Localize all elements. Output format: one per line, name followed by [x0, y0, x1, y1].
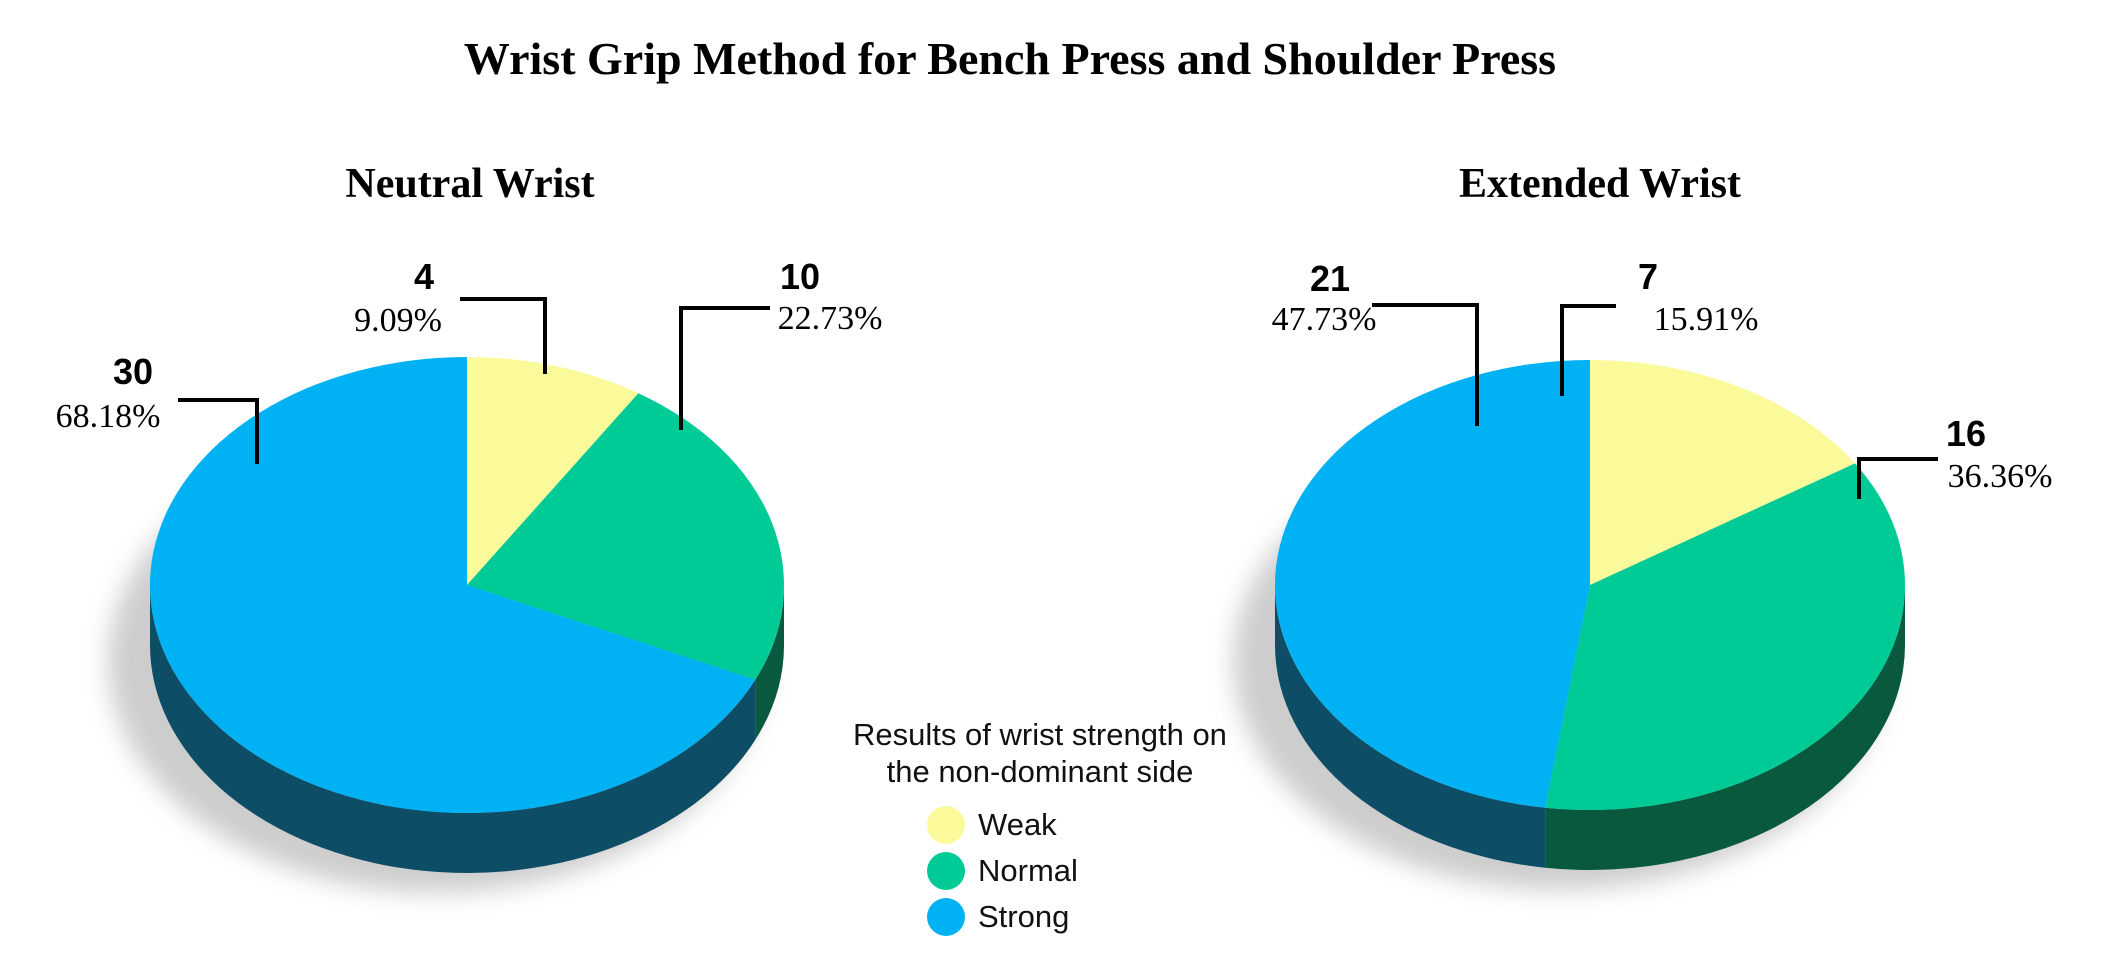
legend-item-weak: Weak	[927, 806, 1057, 844]
value-label-extended-weak: 7	[1637, 256, 1659, 297]
pie-0-slice-weak	[467, 357, 639, 585]
pie-1-slice-strong	[1274, 360, 1590, 808]
legend-swatch-normal-icon	[927, 852, 965, 890]
pie-0-slice-normal	[467, 393, 784, 680]
pie-0-wall-normal	[755, 585, 785, 740]
figure-title: Wrist Grip Method for Bench Press and Sh…	[463, 33, 1557, 84]
legend-label-normal: Normal	[978, 853, 1078, 888]
percent-label-neutral-strong: 68.18%	[55, 398, 161, 435]
chart-title-neutral-wrist: Neutral Wrist	[345, 161, 595, 207]
leader-line-extended-weak	[1560, 304, 1616, 396]
leader-line-extended-normal	[1857, 457, 1938, 499]
chart-title-extended-wrist: Extended Wrist	[1459, 161, 1741, 207]
leader-line-neutral-strong	[178, 398, 259, 464]
percent-label-extended-normal: 36.36%	[1947, 458, 2053, 495]
legend-label-weak: Weak	[978, 807, 1057, 842]
legend-label-strong: Strong	[978, 899, 1070, 934]
legend-item-strong: Strong	[927, 898, 1069, 936]
value-label-neutral-normal: 10	[779, 256, 821, 297]
legend: Results of wrist strength on the non-dom…	[815, 716, 1265, 944]
leader-line-neutral-weak	[460, 297, 547, 374]
legend-items: Weak Normal Strong	[815, 806, 1265, 944]
value-label-neutral-weak: 4	[413, 256, 435, 297]
percent-label-extended-weak: 15.91%	[1653, 301, 1759, 338]
leader-line-extended-strong	[1372, 303, 1479, 426]
leader-line-neutral-normal	[679, 306, 770, 430]
value-label-extended-normal: 16	[1945, 413, 1987, 454]
legend-title-line2: the non-dominant side	[886, 754, 1194, 789]
percent-label-extended-strong: 47.73%	[1271, 301, 1377, 338]
pie-0-wall-strong	[150, 585, 756, 874]
pie-1-wall-strong	[1275, 585, 1546, 868]
legend-swatch-strong-icon	[927, 898, 965, 936]
value-label-neutral-strong: 30	[112, 351, 154, 392]
pie-0-slice-strong	[150, 357, 756, 814]
legend-title-line1: Results of wrist strength on	[853, 717, 1227, 752]
legend-swatch-weak-icon	[927, 806, 965, 844]
value-label-extended-strong: 21	[1309, 258, 1351, 299]
legend-item-normal: Normal	[927, 852, 1078, 890]
pie-1-wall-normal	[1545, 585, 1905, 870]
percent-label-neutral-weak: 9.09%	[354, 302, 442, 339]
pie-1-slice-weak	[1590, 360, 1855, 585]
pie-1-slice-normal	[1545, 463, 1905, 810]
percent-label-neutral-normal: 22.73%	[777, 300, 883, 337]
